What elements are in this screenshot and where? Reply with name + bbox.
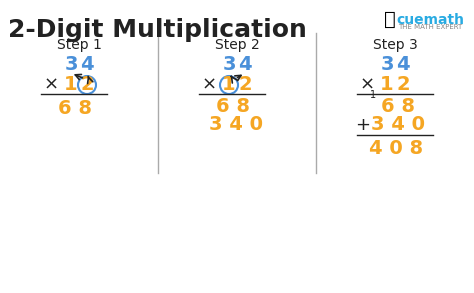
Text: 4: 4 bbox=[396, 55, 410, 74]
Text: Step 3: Step 3 bbox=[373, 38, 418, 52]
Text: 3: 3 bbox=[222, 55, 236, 74]
Text: 1: 1 bbox=[370, 90, 376, 100]
Text: cuemath: cuemath bbox=[396, 13, 464, 27]
Text: 2-Digit Multiplication: 2-Digit Multiplication bbox=[8, 18, 307, 42]
Text: 4 0 8: 4 0 8 bbox=[369, 139, 423, 158]
Text: Step 1: Step 1 bbox=[56, 38, 101, 52]
Text: 2: 2 bbox=[238, 76, 252, 95]
Text: 6 8: 6 8 bbox=[216, 98, 250, 117]
Text: ×: × bbox=[359, 76, 374, 94]
Text: 6 8: 6 8 bbox=[381, 98, 415, 117]
Text: 2: 2 bbox=[80, 76, 94, 95]
Text: 3 4 0: 3 4 0 bbox=[209, 115, 263, 134]
Text: THE MATH EXPERT: THE MATH EXPERT bbox=[398, 24, 462, 30]
Text: 3: 3 bbox=[64, 55, 78, 74]
Text: 2: 2 bbox=[396, 76, 410, 95]
Text: ×: × bbox=[201, 76, 217, 94]
Text: 4: 4 bbox=[80, 55, 94, 74]
Text: 1: 1 bbox=[222, 76, 236, 95]
Text: +: + bbox=[356, 116, 371, 134]
Text: ×: × bbox=[44, 76, 59, 94]
Text: 4: 4 bbox=[238, 55, 252, 74]
Text: 1: 1 bbox=[64, 76, 78, 95]
Text: 🚀: 🚀 bbox=[384, 10, 396, 29]
Text: 1: 1 bbox=[380, 76, 394, 95]
Text: Step 2: Step 2 bbox=[215, 38, 259, 52]
Text: 6 8: 6 8 bbox=[58, 98, 92, 117]
Text: 3: 3 bbox=[380, 55, 394, 74]
Text: 3 4 0: 3 4 0 bbox=[371, 115, 425, 134]
